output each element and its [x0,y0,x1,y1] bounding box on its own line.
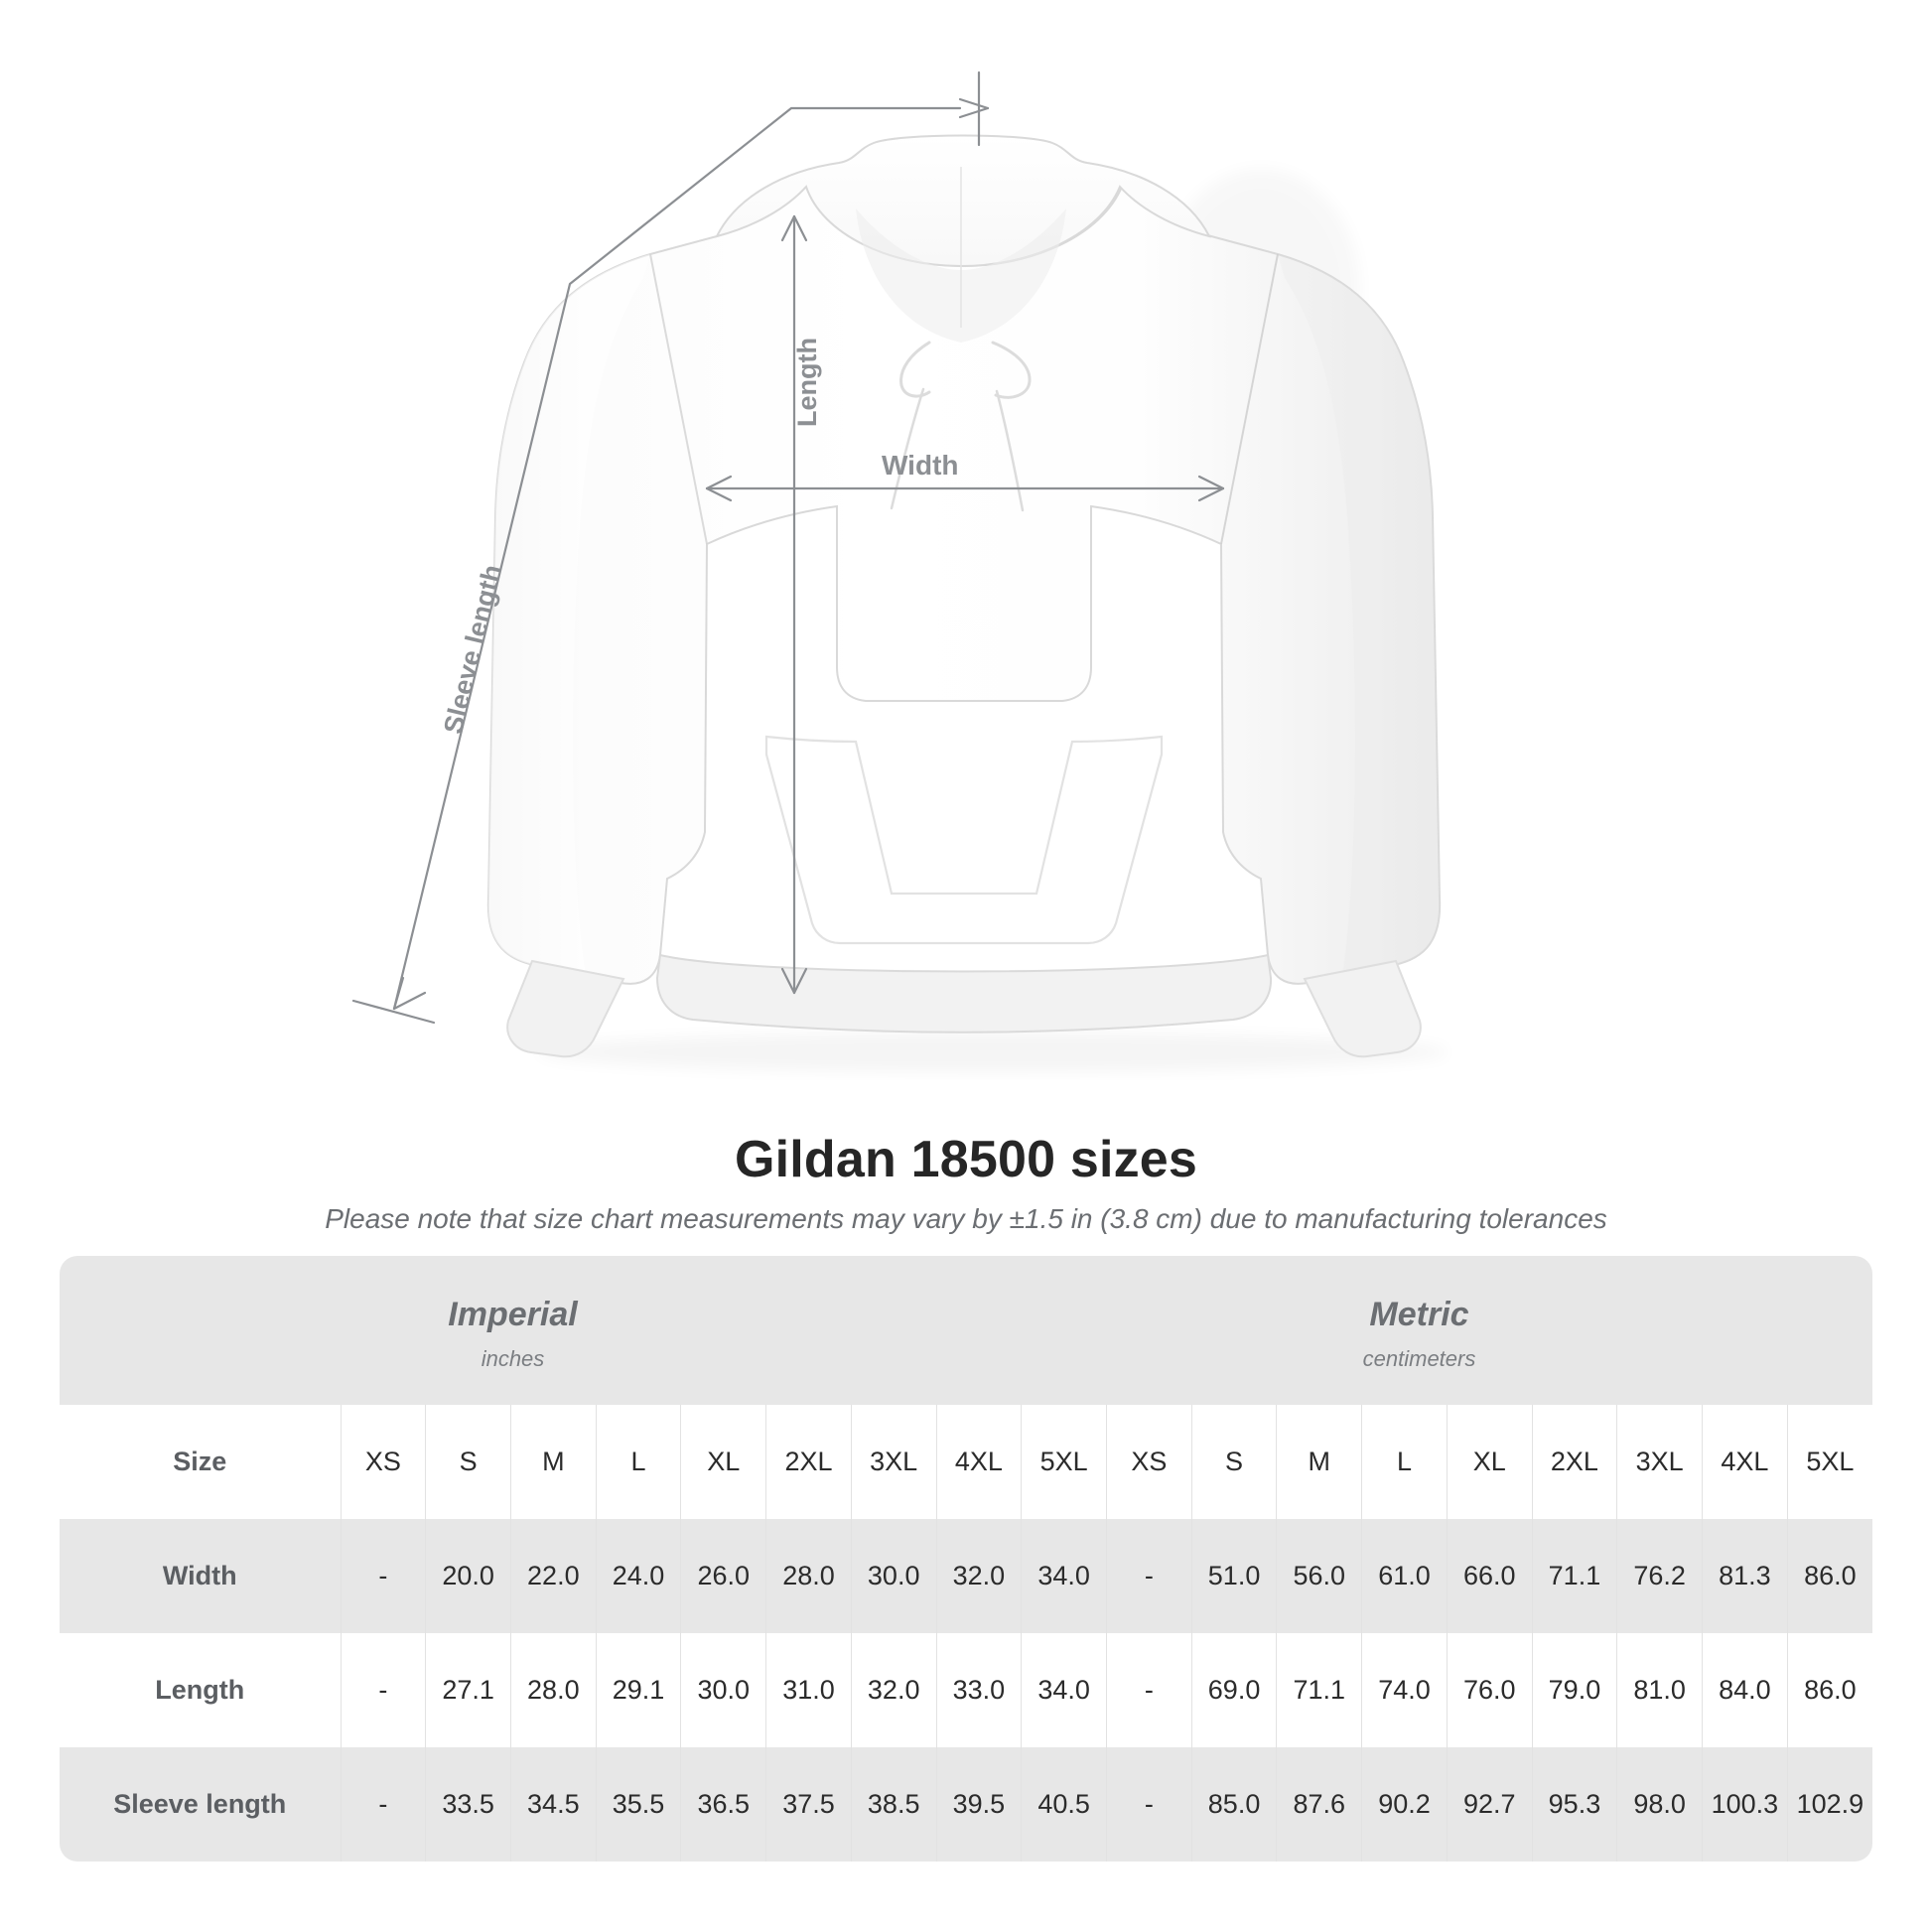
svg-text:Length: Length [792,338,822,427]
svg-text:Width: Width [882,450,959,481]
